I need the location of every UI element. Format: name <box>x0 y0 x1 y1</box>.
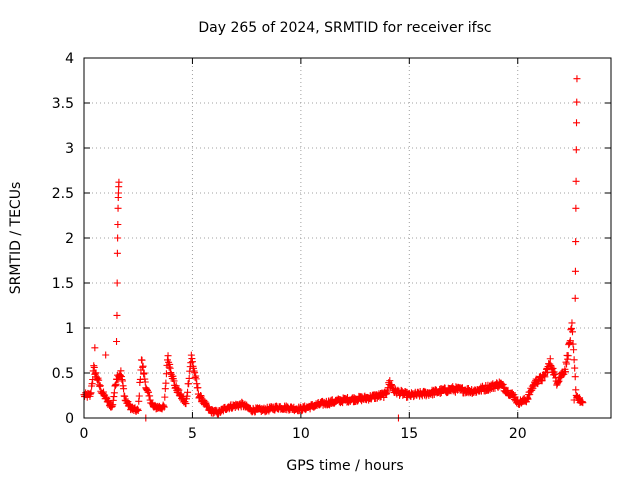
x-tick-label: 10 <box>292 426 310 442</box>
data-point <box>570 356 578 364</box>
data-point <box>90 363 98 371</box>
data-point <box>568 319 576 327</box>
y-tick-label: 3 <box>65 141 74 157</box>
data-point <box>572 204 580 212</box>
data-point <box>571 373 579 381</box>
data-point <box>546 355 554 363</box>
data-point <box>573 119 581 127</box>
data-points <box>80 75 587 422</box>
data-point <box>134 406 142 414</box>
data-point <box>549 364 557 372</box>
data-point <box>120 385 128 393</box>
data-point <box>569 328 577 336</box>
y-tick-label: 1 <box>65 321 74 337</box>
data-point <box>114 189 122 197</box>
data-point <box>110 389 118 397</box>
y-tick-label: 0 <box>65 411 74 427</box>
y-tick-label: 2 <box>65 231 74 247</box>
data-point <box>570 346 578 354</box>
plot-frame <box>83 57 612 419</box>
data-point <box>113 279 121 287</box>
data-point <box>194 384 202 392</box>
x-tick-label: 5 <box>188 426 197 442</box>
data-point <box>571 294 579 302</box>
data-point <box>572 238 580 246</box>
data-point <box>160 403 168 411</box>
data-point <box>572 177 580 185</box>
data-point <box>135 392 143 400</box>
data-point <box>164 352 172 360</box>
data-point <box>187 359 195 367</box>
y-tick-label: 2.5 <box>52 186 74 202</box>
data-point <box>571 364 579 372</box>
data-point <box>114 234 122 242</box>
y-tick-label: 3.5 <box>52 96 74 112</box>
data-point <box>185 374 193 382</box>
data-point <box>561 368 569 376</box>
data-point <box>113 311 121 319</box>
data-point <box>162 379 170 387</box>
data-point <box>573 98 581 106</box>
x-tick-label: 15 <box>400 426 418 442</box>
data-point <box>114 204 122 212</box>
data-point <box>161 393 169 401</box>
data-point <box>87 389 95 397</box>
data-point <box>563 360 571 368</box>
chart-title: Day 265 of 2024, SRMTID for receiver ifs… <box>198 20 491 36</box>
data-point <box>140 369 148 377</box>
x-axis-label: GPS time / hours <box>286 458 403 474</box>
data-point <box>162 370 170 378</box>
data-point <box>114 221 122 228</box>
data-point <box>102 351 110 359</box>
data-point <box>571 267 579 275</box>
data-point <box>570 396 578 404</box>
y-tick-label: 1.5 <box>52 276 74 292</box>
data-point <box>113 338 121 345</box>
x-tick-label: 0 <box>80 426 89 442</box>
data-point <box>138 356 146 364</box>
y-tick-label: 4 <box>65 51 74 67</box>
data-point <box>91 344 99 352</box>
data-point <box>115 178 123 186</box>
data-point <box>573 75 581 83</box>
data-point <box>139 362 147 370</box>
data-point <box>579 399 587 407</box>
axis-ticks: 0 5 10 15 20 0 0.5 1 1.5 2 2.5 3 3.5 4 <box>52 51 611 442</box>
x-tick-label: 20 <box>509 426 527 442</box>
grid-lines <box>84 58 611 418</box>
data-point <box>184 388 192 396</box>
y-tick-label: 0.5 <box>52 366 74 382</box>
y-axis-label: SRMTID / TECUs <box>8 182 24 295</box>
data-point <box>572 146 580 154</box>
data-point <box>113 249 121 257</box>
data-point <box>564 352 572 360</box>
